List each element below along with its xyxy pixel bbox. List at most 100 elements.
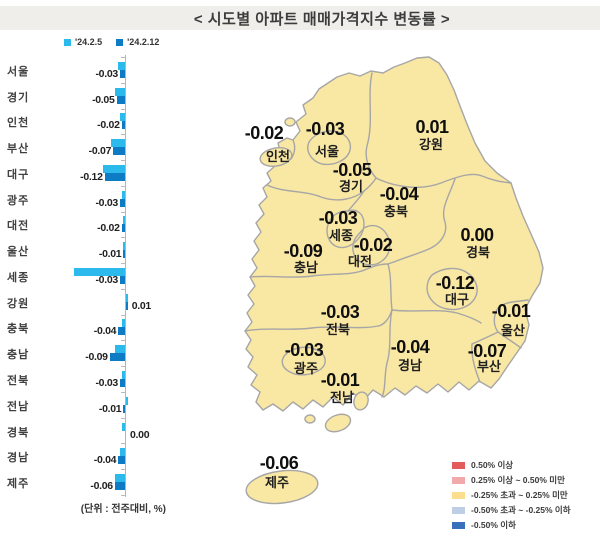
map-region-name-12: 광주 <box>294 361 318 376</box>
island-south-1 <box>324 413 352 433</box>
border-jeonbuk-north <box>249 263 389 278</box>
category-label-4: 대구 <box>7 168 30 181</box>
map-legend-label-4: -0.50% 이하 <box>471 520 516 530</box>
border-jeonbuk-jeonnam <box>244 309 393 332</box>
value-label-9: 0.01 <box>131 299 152 312</box>
border-sejong <box>326 209 365 249</box>
map-value-15: -0.01 <box>321 370 360 390</box>
map-value-13: -0.04 <box>391 337 430 357</box>
map-value-12: -0.03 <box>285 340 324 360</box>
bar-curr-16 <box>114 482 125 491</box>
axis-tick <box>121 391 125 393</box>
value-label-12: -0.03 <box>95 377 118 389</box>
map-legend-swatch-4 <box>452 521 465 529</box>
category-label-9: 강원 <box>7 297 30 310</box>
bar-chart-legend: '24.2.5 '24.2.12 <box>64 37 159 47</box>
border-busan-north <box>471 331 499 345</box>
border-ulsan-north <box>493 299 529 349</box>
map-region-name-0: 인천 <box>266 149 290 164</box>
bar-curr-2 <box>121 121 125 130</box>
map-region-name-9: 대구 <box>445 292 469 307</box>
map-region-name-8: 경북 <box>466 245 490 260</box>
category-label-1: 경기 <box>7 91 30 104</box>
map-value-9: -0.12 <box>436 273 475 293</box>
value-label-15: -0.04 <box>93 454 117 467</box>
axis-tick <box>121 185 125 187</box>
map-region-name-11: 울산 <box>501 323 525 338</box>
border-daejeon <box>352 224 391 266</box>
axis-tick <box>121 211 125 213</box>
bar-curr-6 <box>121 224 125 233</box>
category-label-13: 전남 <box>7 400 30 413</box>
axis-tick <box>121 469 125 471</box>
category-label-5: 광주 <box>7 194 30 207</box>
axis-tick <box>121 160 125 162</box>
island-jeju <box>245 469 319 505</box>
bar-prev-8 <box>74 267 125 276</box>
category-label-16: 제주 <box>7 478 30 491</box>
bar-prev-3 <box>111 139 125 148</box>
value-label-13: -0.01 <box>98 402 122 415</box>
map-legend-row-3: -0.50% 초과 ~ -0.25% 이하 <box>452 504 571 516</box>
map-legend-row-1: 0.25% 이상 ~ 0.50% 미만 <box>452 474 571 486</box>
map-region-name-7: 충남 <box>294 260 318 275</box>
border-jeonbuk-east <box>387 263 393 311</box>
border-seoul <box>307 130 352 166</box>
map-value-7: -0.09 <box>284 241 323 261</box>
value-label-7: -0.01 <box>98 248 122 261</box>
bar-prev-16 <box>114 474 125 483</box>
value-label-3: -0.07 <box>88 145 112 158</box>
map-region-name-13: 경남 <box>398 358 422 373</box>
bar-curr-0 <box>119 69 125 78</box>
bar-prev-7 <box>123 242 125 251</box>
border-chungnam-chungbuk <box>347 190 365 212</box>
border-gyeonggi-gangwon <box>365 72 377 179</box>
axis-tick <box>121 494 125 496</box>
bar-prev-11 <box>114 345 125 354</box>
prev-week-swatch <box>64 38 71 46</box>
value-axis <box>125 55 126 497</box>
bar-prev-15 <box>119 448 125 457</box>
mainland-outline <box>244 56 544 412</box>
map-value-0: -0.02 <box>245 123 284 143</box>
value-label-4: -0.12 <box>80 170 103 183</box>
bar-prev-1 <box>114 87 125 96</box>
bar-prev-10 <box>121 319 125 328</box>
map-value-5: -0.03 <box>319 208 358 228</box>
category-label-15: 경남 <box>7 452 30 465</box>
page-title: < 시도별 아파트 매매가격지수 변동률 > <box>193 10 451 28</box>
axis-tick <box>121 237 125 239</box>
bar-prev-6 <box>123 216 125 225</box>
value-label-8: -0.03 <box>95 273 118 286</box>
map-region-name-14: 부산 <box>477 359 501 374</box>
bar-curr-8 <box>119 275 125 284</box>
bar-curr-12 <box>119 379 125 387</box>
bar-curr-7 <box>123 250 125 259</box>
map-region-name-4: 충북 <box>384 204 408 219</box>
map-region-name-5: 세종 <box>329 228 353 243</box>
map-legend-label-0: 0.50% 이상 <box>471 460 514 470</box>
map-legend-row-2: -0.25% 초과 ~ 0.25% 미만 <box>452 489 571 501</box>
border-busan-west <box>471 343 481 383</box>
border-gyeongbuk-gyeongnam <box>391 309 482 324</box>
axis-tick <box>121 134 125 136</box>
map-region-name-15: 전남 <box>330 390 354 405</box>
map-value-2: -0.05 <box>333 160 372 180</box>
bar-curr-15 <box>118 456 125 465</box>
map-legend-row-0: 0.50% 이상 <box>452 459 571 471</box>
bar-prev-9 <box>126 293 128 302</box>
axis-tick <box>121 443 125 445</box>
map-legend-swatch-2 <box>452 491 465 499</box>
bar-curr-3 <box>113 147 125 156</box>
map-region-name-6: 대전 <box>348 254 372 269</box>
curr-week-swatch <box>116 38 124 46</box>
prev-week-label: '24.2.5 <box>75 37 103 47</box>
map-region-name-1: 서울 <box>315 144 339 159</box>
bar-curr-1 <box>116 95 125 104</box>
map-legend-label-3: -0.50% 초과 ~ -0.25% 이하 <box>471 505 571 515</box>
map-region-name-2: 경기 <box>339 179 363 194</box>
map-legend: 0.50% 이상 0.25% 이상 ~ 0.50% 미만 -0.25% 초과 ~ 0… <box>452 459 571 534</box>
border-chungbuk-gyeongbuk <box>387 178 456 265</box>
category-label-2: 인천 <box>7 117 30 130</box>
value-label-10: -0.04 <box>93 325 117 338</box>
